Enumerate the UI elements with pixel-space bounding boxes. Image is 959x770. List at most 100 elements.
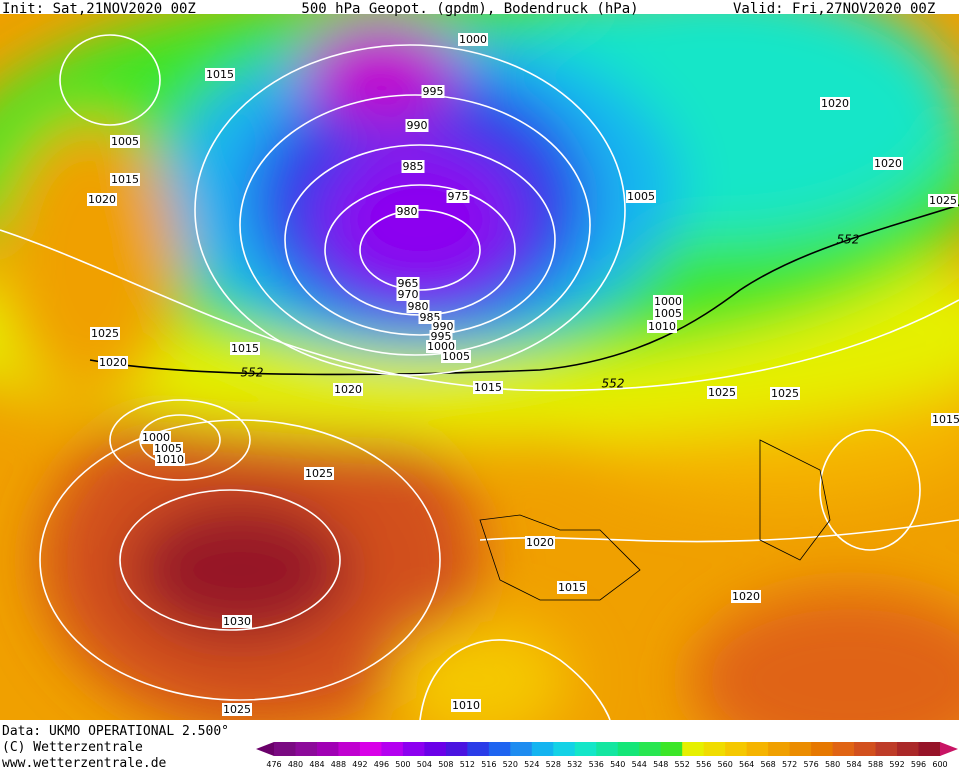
isobar-label: 1025 [771, 387, 799, 400]
isobar-label: 990 [433, 320, 454, 333]
isobar-label: 1020 [99, 356, 127, 369]
isobar-labels: 1000101599599098597598010051015102096597… [87, 33, 959, 716]
label-bg [451, 699, 481, 712]
colorbar-label: 592 [889, 760, 904, 769]
label-bg [405, 119, 429, 132]
label-bg [401, 160, 425, 173]
label-bg [333, 383, 363, 396]
isobar-label: 1025 [91, 327, 119, 340]
isobar-label: 1025 [223, 703, 251, 716]
label-bg [110, 135, 140, 148]
label-bg [90, 327, 120, 340]
label-bg [931, 413, 959, 426]
colorbar-label: 504 [417, 760, 432, 769]
colorbar-label: 580 [825, 760, 840, 769]
isobar-label: 1000 [459, 33, 487, 46]
label-bg [87, 193, 117, 206]
label-bg [429, 330, 453, 343]
isobar-label: 1020 [732, 590, 760, 603]
colorbar-label: 544 [632, 760, 647, 769]
label-bg [707, 386, 737, 399]
colorbar-label: 540 [610, 760, 625, 769]
isobar-label: 1015 [558, 581, 586, 594]
label-bg [525, 536, 555, 549]
colorbar-label: 524 [524, 760, 539, 769]
label-bg [222, 703, 252, 716]
colorbar-box [424, 742, 447, 756]
label-bg [431, 320, 455, 333]
isobar-label: 1020 [526, 536, 554, 549]
colorbar-box [510, 742, 533, 756]
valid-time: Valid: Fri,27NOV2020 00Z [733, 1, 935, 17]
label-bg [820, 97, 850, 110]
isobar-label: 990 [407, 119, 428, 132]
colorbar-box [811, 742, 834, 756]
colorbar-label: 500 [395, 760, 410, 769]
isobar-label: 1020 [334, 383, 362, 396]
isobar-label: 970 [398, 288, 419, 301]
colorbar-label: 596 [911, 760, 926, 769]
colorbar-box [746, 742, 769, 756]
website: www.wetterzentrale.de [2, 756, 167, 770]
colorbar-label: 568 [760, 760, 775, 769]
label-bg [928, 194, 958, 207]
isobar-label: 1015 [111, 173, 139, 186]
map-title: 500 hPa Geopot. (gpdm), Bodendruck (hPa) [301, 1, 638, 17]
label-bg [873, 157, 903, 170]
colorbar-label: 572 [782, 760, 797, 769]
colorbar-box [639, 742, 662, 756]
isobar-label: 965 [398, 277, 419, 290]
label-bg [230, 342, 260, 355]
isobar-label: 1015 [474, 381, 502, 394]
colorbar-label: 552 [675, 760, 690, 769]
isobar-label: 995 [423, 85, 444, 98]
data-source: Data: UKMO OPERATIONAL 2.500° [2, 724, 229, 739]
colorbar-box [832, 742, 855, 756]
isobar-label: 1010 [648, 320, 676, 333]
colorbar-arrow [256, 742, 274, 756]
label-bg [731, 590, 761, 603]
label-bg [406, 300, 430, 313]
colorbar-box [553, 742, 576, 756]
isobar-label: 985 [403, 160, 424, 173]
colorbar-label: 584 [846, 760, 861, 769]
label-bg [421, 85, 445, 98]
colorbar-label: 512 [460, 760, 475, 769]
colorbar-label: 508 [438, 760, 453, 769]
init-time: Init: Sat,21NOV2020 00Z [2, 1, 196, 17]
colorbar-label: 564 [739, 760, 754, 769]
label-bg [98, 356, 128, 369]
isobar-label: 1010 [156, 453, 184, 466]
colorbar-box [338, 742, 361, 756]
colorbar-label: 548 [653, 760, 668, 769]
colorbar-label: 556 [696, 760, 711, 769]
label-bg [446, 190, 470, 203]
isobar-label: 995 [431, 330, 452, 343]
isobars [0, 34, 959, 720]
colorbar-box [488, 742, 511, 756]
label-bg [626, 190, 656, 203]
isobar-label: 1015 [932, 413, 959, 426]
colorbar-label: 532 [567, 760, 582, 769]
isobar-label: 975 [448, 190, 469, 203]
isobar-label: 1020 [821, 97, 849, 110]
label-bg [396, 277, 420, 290]
colorbar-box [897, 742, 920, 756]
colorbar-arrow [940, 742, 958, 756]
coastline [479, 439, 831, 601]
colorbar-box [789, 742, 812, 756]
isobar-label: 1005 [627, 190, 655, 203]
colorbar-label: 496 [374, 760, 389, 769]
label-bg [426, 340, 456, 353]
colorbar-box [768, 742, 791, 756]
isobar-label: 1025 [929, 194, 957, 207]
label-bg [557, 581, 587, 594]
colorbar-label: 492 [352, 760, 367, 769]
isobar-label: 980 [397, 205, 418, 218]
label-bg [770, 387, 800, 400]
isobar-label: 1020 [88, 193, 116, 206]
colorbar-label: 600 [932, 760, 947, 769]
isobar-label: 1000 [142, 431, 170, 444]
colorbar-box [617, 742, 640, 756]
